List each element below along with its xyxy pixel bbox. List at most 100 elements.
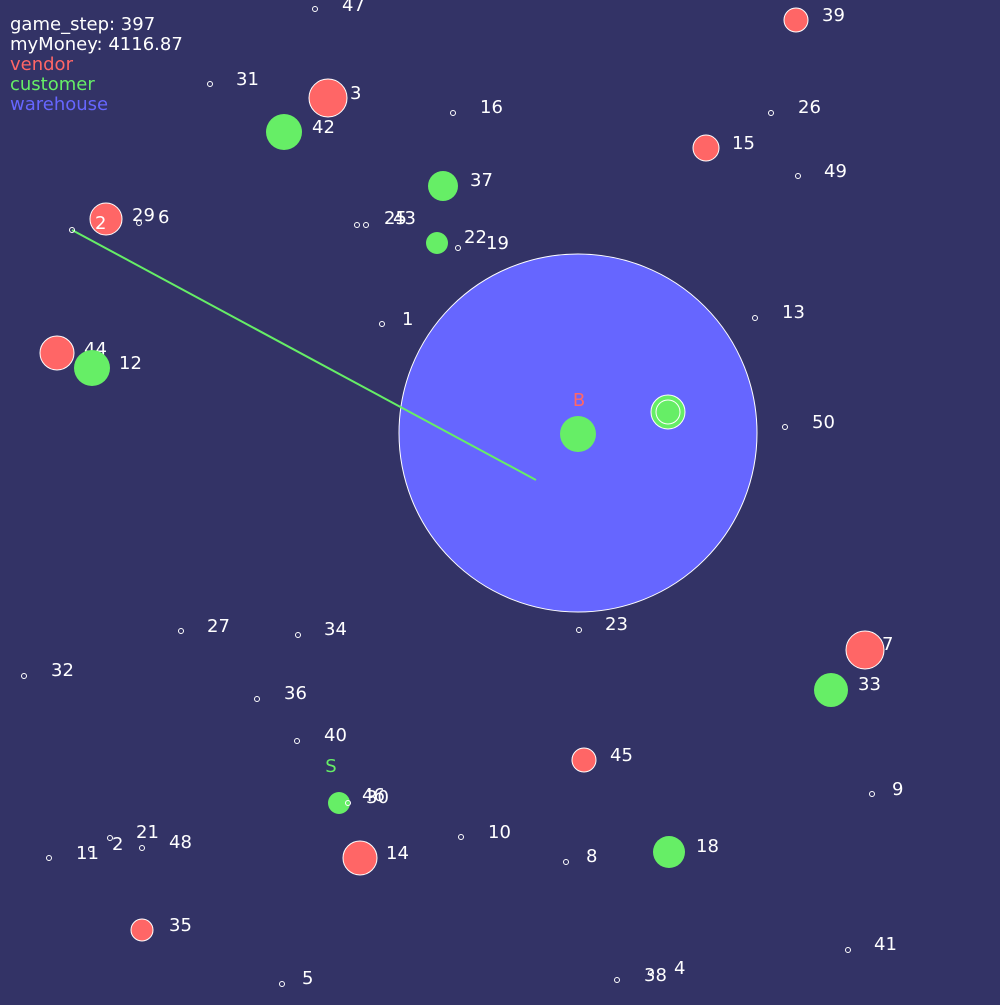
customer-46-marker[interactable]: [328, 792, 350, 814]
node-49-dot[interactable]: [795, 173, 801, 179]
node-29-label: 29: [132, 205, 155, 226]
node-23-label: 23: [605, 614, 628, 635]
node-16-dot[interactable]: [450, 110, 456, 116]
node-50-label: 50: [812, 412, 835, 433]
node-6-dot[interactable]: [136, 220, 142, 226]
node-1-label: 1: [402, 309, 413, 330]
vendor-35-marker[interactable]: [130, 918, 154, 942]
node-36-dot[interactable]: [254, 696, 260, 702]
node-11-label: 11: [76, 843, 99, 864]
node-4-dot[interactable]: [648, 970, 654, 976]
node-25-dot[interactable]: [354, 222, 360, 228]
node-42-label: 42: [312, 117, 335, 138]
node-27-dot[interactable]: [178, 628, 184, 634]
money-text: myMoney: 4116.87: [10, 34, 183, 55]
customer-12-marker[interactable]: [74, 350, 110, 386]
vendor-14-marker[interactable]: [342, 840, 378, 876]
vendor-3-marker[interactable]: [308, 78, 348, 118]
node-19-dot[interactable]: [455, 245, 461, 251]
node-8-dot[interactable]: [563, 859, 569, 865]
customer-33-marker[interactable]: [814, 673, 848, 707]
vendor-45-marker[interactable]: [571, 747, 597, 773]
node-31-dot[interactable]: [207, 81, 213, 87]
node-22-label: 22: [464, 227, 487, 248]
node-43-dot[interactable]: [363, 222, 369, 228]
node-7-label: 7: [882, 634, 893, 655]
node-46-label: 46: [362, 785, 385, 806]
customer-42-marker[interactable]: [266, 114, 302, 150]
node-26-dot[interactable]: [768, 110, 774, 116]
node-2x-dot[interactable]: [69, 227, 75, 233]
node-41-dot[interactable]: [845, 947, 851, 953]
node-16-label: 16: [480, 97, 503, 118]
node-1-dot[interactable]: [379, 321, 385, 327]
node-38-label: 38: [644, 965, 667, 986]
node-37-label: 37: [470, 170, 493, 191]
node-12-label: 12: [119, 353, 142, 374]
vendor-15-marker[interactable]: [692, 134, 720, 162]
node-40-label: 40: [324, 725, 347, 746]
node-32-label: 32: [51, 660, 74, 681]
node-38-dot[interactable]: [614, 977, 620, 983]
customer-37-marker[interactable]: [428, 171, 458, 201]
node-13-dot[interactable]: [752, 315, 758, 321]
node-40-dot[interactable]: [294, 738, 300, 744]
node-50-dot[interactable]: [782, 424, 788, 430]
node-2-label: 2: [112, 834, 123, 855]
vendor-29-marker[interactable]: [89, 202, 123, 236]
node-9-dot[interactable]: [869, 791, 875, 797]
node-19-label: 19: [486, 233, 509, 254]
node-3-label: 3: [350, 83, 361, 104]
vendor-39-marker[interactable]: [783, 7, 809, 33]
node-35-label: 35: [169, 915, 192, 936]
node-10-dot[interactable]: [458, 834, 464, 840]
node-2-dot[interactable]: [88, 846, 94, 852]
node-21-dot[interactable]: [107, 835, 113, 841]
node-15-label: 15: [732, 133, 755, 154]
node-30-dot[interactable]: [345, 800, 351, 806]
node-48-dot[interactable]: [139, 845, 145, 851]
legend-warehouse: warehouse: [10, 94, 109, 115]
node-33-label: 33: [858, 674, 881, 695]
node-48-label: 48: [169, 832, 192, 853]
node-14-label: 14: [386, 843, 409, 864]
node-39-label: 39: [822, 5, 845, 26]
node-47-label: 47: [342, 0, 365, 16]
node-27-label: 27: [207, 616, 230, 637]
node-18-label: 18: [696, 836, 719, 857]
legend-customer: customer: [10, 74, 95, 95]
vendor-7-marker[interactable]: [845, 630, 885, 670]
customer-18-marker[interactable]: [653, 836, 685, 868]
node-21-label: 21: [136, 822, 159, 843]
warehouse-label: B: [573, 390, 585, 411]
warehouse-customer-dot[interactable]: [560, 416, 596, 452]
node-47-dot[interactable]: [312, 6, 318, 12]
node-4-label: 4: [674, 958, 685, 979]
vendor-44-marker[interactable]: [39, 335, 75, 371]
node-8-label: 8: [586, 846, 597, 867]
node-10-label: 10: [488, 822, 511, 843]
node-2x-label: 2: [95, 213, 106, 234]
node-11-dot[interactable]: [46, 855, 52, 861]
node-30-label: 30: [366, 787, 389, 808]
node-26-label: 26: [798, 97, 821, 118]
node-6-label: 6: [158, 207, 169, 228]
customer-22-marker[interactable]: [426, 232, 448, 254]
route-line: [71, 229, 537, 481]
node-41-label: 41: [874, 934, 897, 955]
game-step-text: game_step: 397: [10, 14, 156, 35]
node-45-label: 45: [610, 745, 633, 766]
node-34-dot[interactable]: [295, 632, 301, 638]
node-23-dot[interactable]: [576, 627, 582, 633]
node-32-dot[interactable]: [21, 673, 27, 679]
node-5-label: 5: [302, 968, 313, 989]
node-5-dot[interactable]: [279, 981, 285, 987]
node-36-label: 36: [284, 683, 307, 704]
legend-vendor: vendor: [10, 54, 73, 75]
agent-marker-ring: [655, 399, 681, 425]
node-43-label: 43: [393, 208, 416, 229]
node-25-label: 25: [384, 208, 407, 229]
